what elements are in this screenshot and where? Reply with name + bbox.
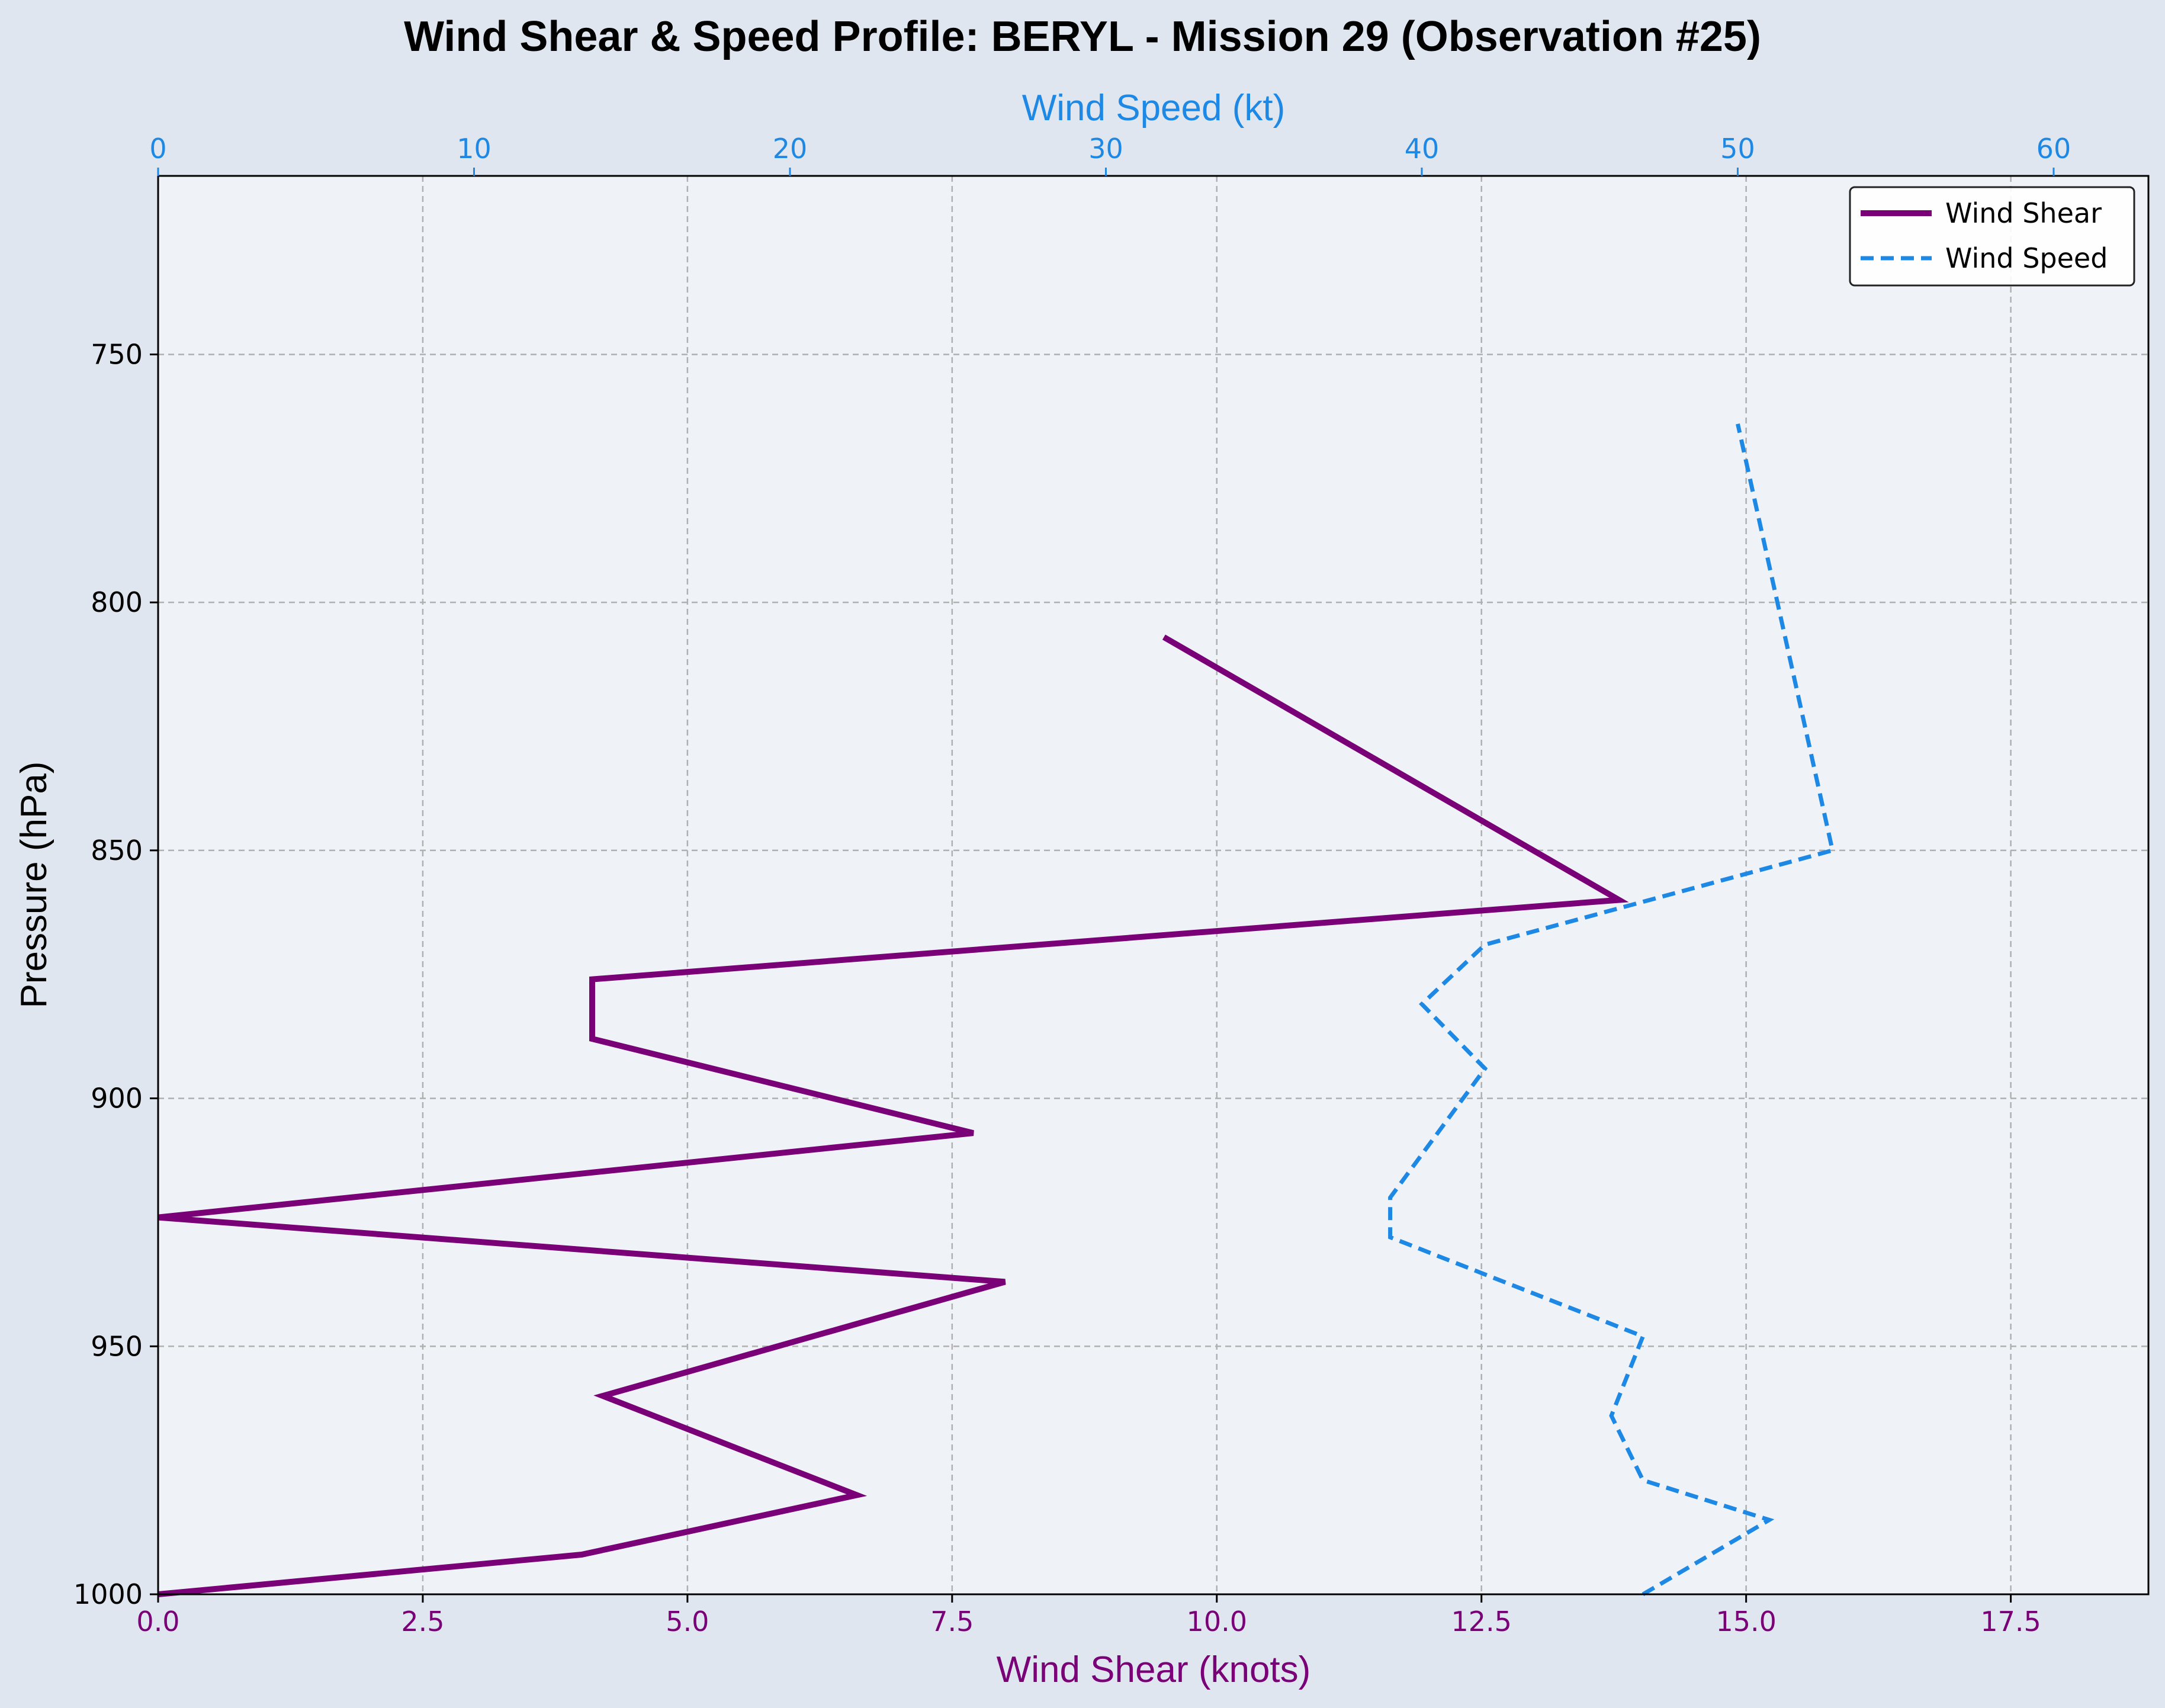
x-tick-label-bottom: 2.5 <box>401 1606 444 1638</box>
y-tick-label: 750 <box>91 338 143 370</box>
chart-title: Wind Shear & Speed Profile: BERYL - Miss… <box>404 13 1761 60</box>
y-tick-label: 1000 <box>73 1578 143 1610</box>
x-tick-label-bottom: 12.5 <box>1451 1606 1511 1638</box>
x-tick-label-bottom: 10.0 <box>1187 1606 1247 1638</box>
x-tick-label-bottom: 0.0 <box>136 1606 179 1638</box>
x-tick-label-top: 30 <box>1088 133 1123 165</box>
plot-area <box>158 176 2148 1594</box>
y-axis-label: Pressure (hPa) <box>14 762 54 1009</box>
axis-ticks: 0.0 2.5 5.0 7.5 10.0 12.5 15.0 17.5 0 10 20 30 40 50 6… <box>73 133 2071 1638</box>
legend-label-shear: Wind Shear <box>1945 197 2102 229</box>
legend-label-speed: Wind Speed <box>1945 242 2108 274</box>
y-tick-label: 850 <box>91 834 143 866</box>
x-tick-label-top: 0 <box>149 133 166 165</box>
y-tick-label: 950 <box>91 1330 143 1362</box>
x-tick-label-top: 60 <box>2036 133 2071 165</box>
x-tick-label-top: 20 <box>773 133 808 165</box>
top-axis-label: Wind Speed (kt) <box>1022 88 1286 129</box>
x-tick-label-top: 40 <box>1405 133 1440 165</box>
series-line-wind-speed <box>1388 423 1835 1597</box>
bottom-axis-label: Wind Shear (knots) <box>997 1649 1311 1690</box>
legend: Wind Shear Wind Speed <box>1849 186 2135 287</box>
plot-frame <box>157 175 2150 1595</box>
y-tick-label: 800 <box>91 586 143 618</box>
x-tick-label-top: 10 <box>457 133 492 165</box>
x-tick-label-top: 50 <box>1720 133 1755 165</box>
x-tick-label-bottom: 17.5 <box>1980 1606 2041 1638</box>
x-tick-label-bottom: 7.5 <box>930 1606 974 1638</box>
x-tick-label-bottom: 5.0 <box>666 1606 709 1638</box>
x-tick-label-bottom: 15.0 <box>1716 1606 1776 1638</box>
y-tick-label: 900 <box>91 1083 143 1115</box>
